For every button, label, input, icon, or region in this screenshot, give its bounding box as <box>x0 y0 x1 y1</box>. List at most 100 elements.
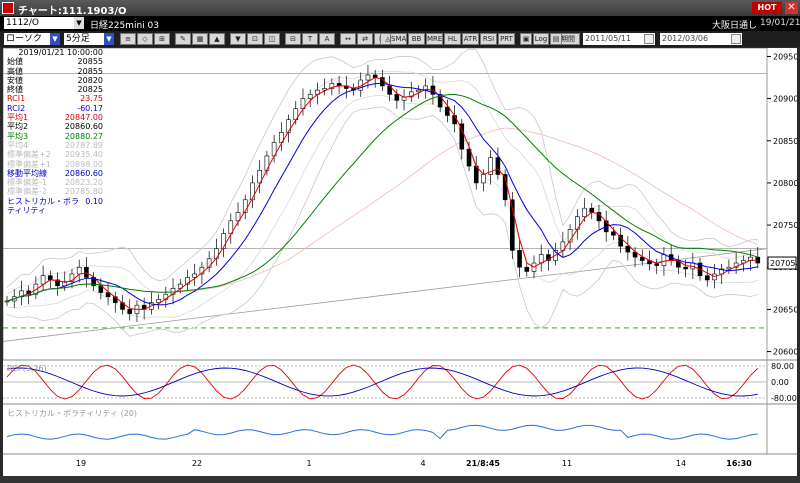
x-tick-label: 19 <box>76 459 86 468</box>
legend-row: ヒストリカル・ボラティリティ 0.10 <box>7 197 103 216</box>
candle-body <box>481 174 486 184</box>
candle-body <box>452 115 457 125</box>
candle-body <box>69 273 75 282</box>
close-icon[interactable]: ✕ <box>785 2 798 14</box>
legend-row: 標準偏差-2 20785.80 <box>7 187 103 196</box>
legend-row: 平均4 20787.89 <box>7 141 103 150</box>
legend-value: 20855 <box>77 66 103 76</box>
legend-label: 標準偏差-1 <box>7 178 47 188</box>
candle-body <box>567 228 573 243</box>
period-button[interactable]: 期間 <box>556 33 580 45</box>
x-tick-label: 1 <box>306 459 311 468</box>
legend-label: 平均2 <box>7 122 29 132</box>
tool-button-6[interactable]: ▼ <box>230 33 246 45</box>
x-tick-label: 16:30 <box>726 459 752 468</box>
candle-body <box>589 207 595 213</box>
date-from-value: 2011/05/11 <box>585 34 632 43</box>
candle-body <box>683 266 688 270</box>
indicator-button-atr[interactable]: ATR <box>462 33 479 45</box>
legend-label: 標準偏差+2 <box>7 150 51 160</box>
symbol-select[interactable]: 1112/O ▼ <box>4 17 84 29</box>
rci-tick-label: -80.00 <box>771 394 797 403</box>
legend-value: -60.17 <box>77 103 103 113</box>
indicator-button-sma[interactable]: SMA <box>390 33 407 45</box>
legend-row: RCI2 -60.17 <box>7 104 103 113</box>
rci1-line <box>6 364 759 400</box>
candle-body <box>546 254 551 261</box>
date-from-field[interactable]: 2011/05/11 <box>583 33 655 45</box>
y-tick-label: 20950 <box>773 52 797 61</box>
extra-button-1[interactable]: Log <box>533 33 549 45</box>
hot-button[interactable]: HOT <box>752 2 782 14</box>
x-tick-label: 14 <box>676 459 686 468</box>
candle-body <box>488 157 493 175</box>
chevron-down-icon[interactable]: ▼ <box>74 17 84 29</box>
legend-label: 終値 <box>7 85 23 95</box>
candle-body <box>192 273 197 278</box>
legend-row: 高値 20855 <box>7 67 103 76</box>
legend-value: 20855 <box>77 57 103 67</box>
tool-button-8[interactable]: ◫ <box>264 33 280 45</box>
extra-button-2[interactable]: ▤ <box>550 33 562 45</box>
candle-body <box>221 233 226 249</box>
chevron-down-icon[interactable]: ▼ <box>50 33 60 45</box>
interval-select[interactable]: 5分足 ▼ <box>64 33 114 45</box>
ma3-line <box>6 93 758 302</box>
chart-area[interactable]: 2095020900208502080020750207002065020600… <box>3 48 797 476</box>
tool-button-9[interactable]: ⊟ <box>285 33 301 45</box>
tool-button-7[interactable]: ⊡ <box>247 33 263 45</box>
legend-value: 20787.89 <box>64 140 103 150</box>
candle-body <box>55 279 60 287</box>
tool-button-2[interactable]: ⊞ <box>154 33 170 45</box>
legend-value: 20880.27 <box>64 131 103 141</box>
chart-type-select[interactable]: ローソク ▼ <box>4 33 60 45</box>
legend-row: 標準偏差+1 20898.00 <box>7 160 103 169</box>
candle-body <box>185 277 190 285</box>
scroll-bar[interactable] <box>0 476 800 483</box>
tool-button-10[interactable]: T <box>302 33 318 45</box>
candle-body <box>611 231 616 236</box>
legend-row: 安値 20820 <box>7 76 103 85</box>
legend-label: 平均3 <box>7 131 29 141</box>
indicator-button-prt[interactable]: PRT <box>498 33 515 45</box>
tool-button-3[interactable]: ✎ <box>175 33 191 45</box>
date-from-checkbox[interactable] <box>644 34 654 44</box>
legend-datetime: 2019/01/21 10:00:00 <box>18 48 103 57</box>
tool-button-13[interactable]: ⇄ <box>357 33 373 45</box>
indicator-button-rsi[interactable]: RSI <box>480 33 497 45</box>
extra-button-0[interactable]: ▣ <box>520 33 532 45</box>
current-price-box <box>767 256 797 270</box>
candle-body <box>473 165 479 184</box>
main-pane-border <box>3 48 768 361</box>
legend-value: 20860.60 <box>64 168 103 178</box>
indicator-button-bb[interactable]: BB <box>408 33 425 45</box>
trend-line <box>3 248 768 342</box>
tool-button-5[interactable]: ▲ <box>209 33 225 45</box>
window-title: チャート:111.1903/O <box>18 6 127 17</box>
indicator-button-mre[interactable]: MRE <box>426 33 443 45</box>
ma2-line <box>6 82 758 306</box>
legend-row: 平均1 20847.00 <box>7 113 103 122</box>
candle-body <box>445 106 450 116</box>
legend-label: ヒストリカル・ボラティリティ <box>7 196 79 216</box>
date-to-value: 2012/03/06 <box>662 34 709 43</box>
chevron-down-icon[interactable]: ▼ <box>104 33 114 45</box>
market-date: 19/01/21 <box>760 18 800 28</box>
candle-body <box>286 119 291 133</box>
indicator-button-hl[interactable]: HL <box>444 33 461 45</box>
tool-button-1[interactable]: ◇ <box>137 33 153 45</box>
chart-canvas[interactable]: 2095020900208502080020750207002065020600… <box>3 48 797 476</box>
hv-label: ヒストリカル・ボラティリティ (20) <box>7 409 138 418</box>
date-to-checkbox[interactable] <box>731 34 741 44</box>
bb-lower-1 <box>7 94 758 319</box>
date-to-field[interactable]: 2012/03/06 <box>660 33 742 45</box>
candle-body <box>459 123 465 150</box>
tool-button-0[interactable]: ≡ <box>120 33 136 45</box>
tool-button-12[interactable]: ↔ <box>340 33 356 45</box>
legend-label: RCI1 <box>7 94 26 104</box>
x-tick-label: 11 <box>562 459 572 468</box>
tool-button-4[interactable]: ▦ <box>192 33 208 45</box>
candle-body <box>279 132 284 143</box>
tool-button-11[interactable]: A <box>319 33 335 45</box>
legend-value: 0.10 <box>85 196 103 206</box>
